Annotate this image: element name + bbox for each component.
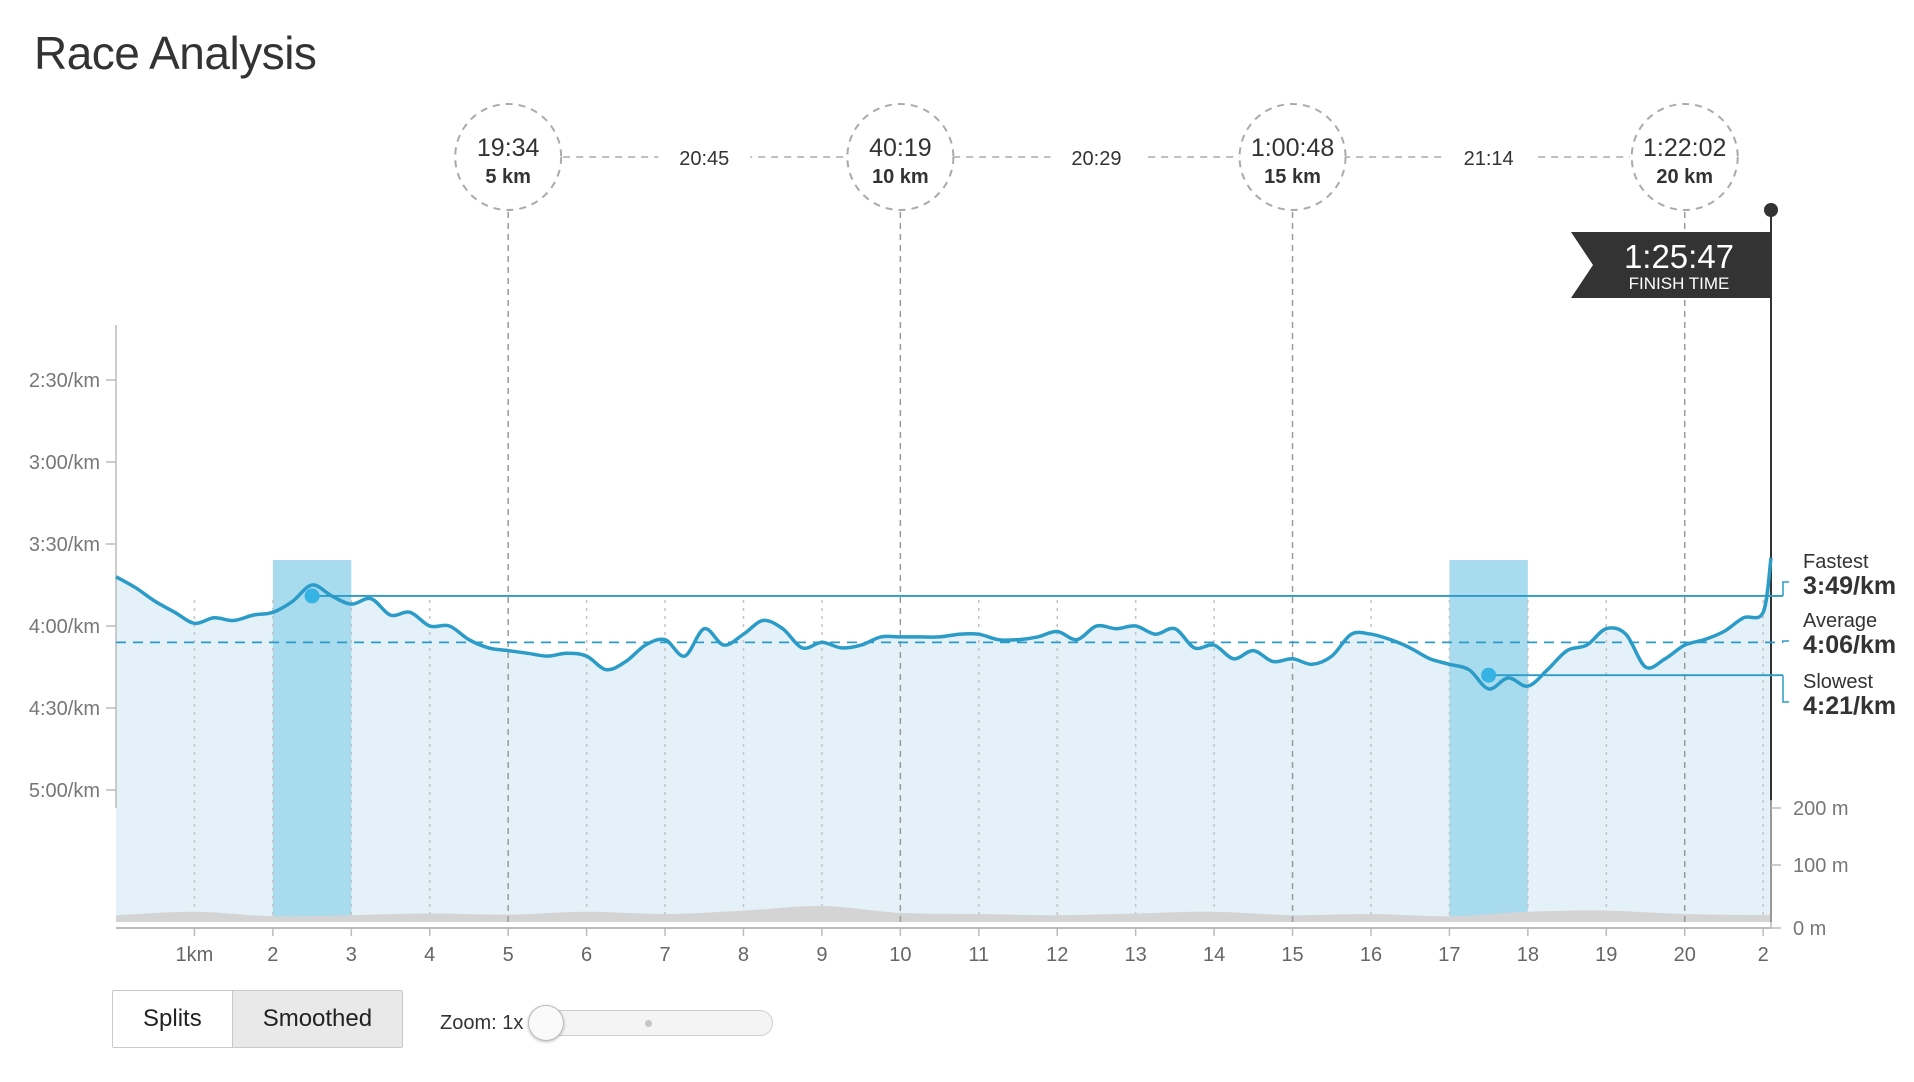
elevation-tick-label: 0 m <box>1793 918 1826 940</box>
elevation-tick-label: 100 m <box>1793 855 1849 877</box>
pace-tick-label: 5:00/km <box>29 780 100 802</box>
zoom-label: Zoom: 1x <box>440 1011 524 1034</box>
highlight-band-fastest <box>272 560 352 922</box>
race-analysis-chart: 20:45 20:29 21:14 19:34 5 km 40:19 10 km 1:00:4… <box>29 103 1896 966</box>
checkpoint-time: 40:19 <box>869 134 932 162</box>
segment-time-bg <box>1442 143 1535 171</box>
reference-connector <box>1782 675 1789 703</box>
segment-time-bg <box>658 143 751 171</box>
view-toggle-group: Splits Smoothed <box>112 990 404 1048</box>
finish-label: FINISH TIME <box>1629 274 1730 293</box>
reference-connector <box>1782 581 1789 596</box>
checkpoint-time: 19:34 <box>477 134 540 162</box>
x-tick-label: 4 <box>424 944 435 966</box>
finish-time: 1:25:47 <box>1624 238 1734 275</box>
finish-flag <box>1571 232 1771 298</box>
checkpoint-distance: 10 km <box>872 166 929 188</box>
pace-line <box>115 557 1773 691</box>
x-tick-label: 13 <box>1125 944 1147 966</box>
x-tick-label: 17 <box>1438 944 1460 966</box>
checkpoint-time: 1:22:02 <box>1643 134 1726 162</box>
zoom-control: Zoom: 1x <box>440 1005 774 1041</box>
x-tick-label: 10 <box>889 944 911 966</box>
checkpoint-circle <box>454 103 563 211</box>
x-tick-label: 1km <box>176 944 214 966</box>
segment-time-label: 20:45 <box>679 148 729 170</box>
segment-time-bg <box>1050 143 1143 171</box>
pace-tick-label: 3:00/km <box>29 452 100 474</box>
zoom-slider-handle[interactable] <box>528 1005 565 1041</box>
x-tick-label: 9 <box>816 944 827 966</box>
reference-label: Fastest <box>1803 551 1869 573</box>
reference-value: 3:49/km <box>1803 572 1896 600</box>
x-tick-label: 3 <box>346 944 357 966</box>
reference-connector <box>1782 640 1789 643</box>
x-tick-label: 12 <box>1046 944 1068 966</box>
reference-value: 4:21/km <box>1803 692 1896 720</box>
x-tick-label: 18 <box>1517 944 1539 966</box>
view-toggle: Splits Smoothed <box>112 990 404 1048</box>
x-tick-label: 5 <box>503 944 514 966</box>
checkpoint-circle <box>1630 103 1739 211</box>
x-tick-label: 2 <box>267 944 278 966</box>
reference-label: Average <box>1803 610 1877 632</box>
checkpoint-distance: 5 km <box>485 166 531 188</box>
x-tick-label: 6 <box>581 944 592 966</box>
zoom-midpoint-dot <box>645 1020 653 1027</box>
elevation-profile <box>116 905 1771 922</box>
x-tick-label: 20 <box>1674 944 1696 966</box>
pace-marker <box>1481 667 1497 683</box>
x-tick-label: 14 <box>1203 944 1225 966</box>
segment-time-label: 20:29 <box>1071 148 1121 170</box>
x-tick-label: 7 <box>659 944 670 966</box>
pace-area <box>116 557 1771 922</box>
highlight-band-slowest <box>1449 560 1528 922</box>
reference-label: Slowest <box>1803 671 1873 693</box>
pace-tick-label: 4:00/km <box>29 616 100 638</box>
pace-tick-label: 3:30/km <box>29 534 100 556</box>
page-title: Race Analysis <box>34 27 317 79</box>
elevation-tick-label: 200 m <box>1793 798 1849 820</box>
x-tick-label: 19 <box>1595 944 1617 966</box>
checkpoint-circle <box>846 103 955 211</box>
pace-tick-label: 2:30/km <box>29 370 100 392</box>
x-tick-label: 15 <box>1281 944 1303 966</box>
checkpoint-circle <box>1238 103 1347 211</box>
pace-tick-label: 4:30/km <box>29 698 100 720</box>
x-tick-label: 16 <box>1360 944 1382 966</box>
checkpoint-distance: 15 km <box>1264 166 1321 188</box>
x-tick-label: 11 <box>968 944 989 966</box>
checkpoint-distance: 20 km <box>1656 166 1713 188</box>
x-tick-label: 2 <box>1758 944 1769 966</box>
finish-flag-top <box>1764 203 1778 217</box>
zoom-slider[interactable] <box>528 1005 774 1041</box>
reference-value: 4:06/km <box>1803 631 1896 659</box>
checkpoint-time: 1:00:48 <box>1251 134 1334 162</box>
segment-time-label: 21:14 <box>1464 148 1514 170</box>
view-toggle-smoothed-button[interactable]: Smoothed <box>231 991 403 1047</box>
x-tick-label: 8 <box>738 944 749 966</box>
pace-marker <box>304 588 320 604</box>
view-toggle-splits-button[interactable]: Splits <box>113 991 232 1047</box>
